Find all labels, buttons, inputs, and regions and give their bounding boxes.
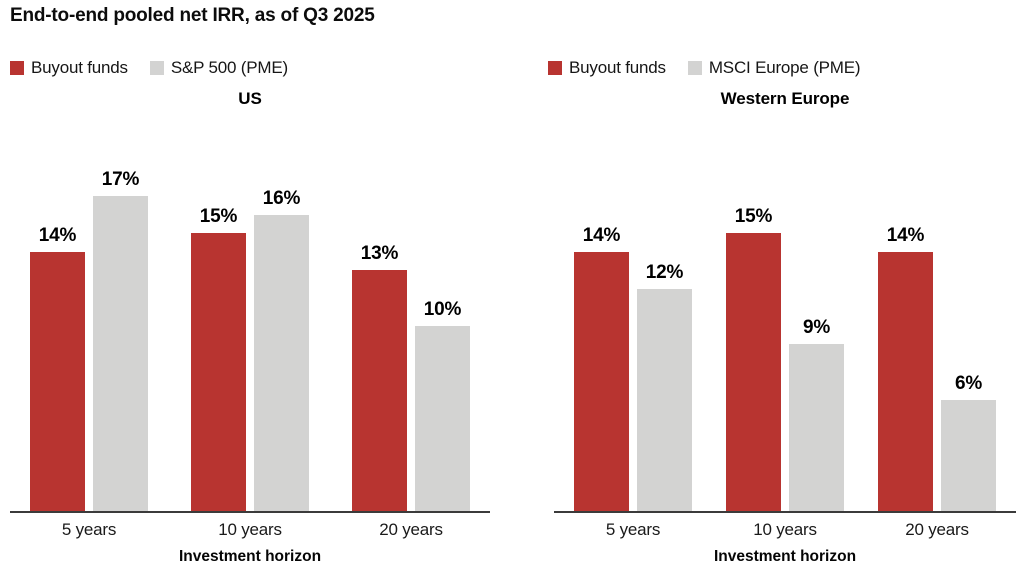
bar-buyout-funds (878, 252, 933, 511)
bar-buyout-funds (191, 233, 246, 511)
bar-pme-benchmark (254, 215, 309, 511)
figure-title: End-to-end pooled net IRR, as of Q3 2025 (10, 5, 375, 26)
chart-panel-us: Buyout funds S&P 500 (PME) US 14% 17% 15% 16… (10, 57, 514, 566)
bar-value-label: 14% (582, 225, 621, 246)
bar-buyout-funds (30, 252, 85, 511)
bar-with-label: 9% (789, 317, 844, 511)
bar-value-label: 15% (199, 206, 238, 227)
legend-item: Buyout funds (548, 58, 666, 78)
bar-group: 15% 9% (726, 206, 844, 511)
bar-value-label: 12% (645, 262, 684, 283)
bar-pme-benchmark (93, 196, 148, 511)
legend-label: Buyout funds (569, 58, 666, 77)
chart-panel-western-europe: Buyout funds MSCI Europe (PME) Western Eu… (514, 57, 1018, 566)
bar-value-label: 6% (954, 373, 983, 394)
bar-with-label: 15% (191, 206, 246, 511)
bar-value-label: 10% (423, 299, 462, 320)
bar-with-label: 12% (637, 262, 692, 511)
bar-with-label: 14% (878, 225, 933, 511)
x-axis-ticks: 5 years 10 years 20 years (10, 520, 490, 540)
x-tick-label: 20 years (905, 520, 969, 539)
bar-value-label: 17% (101, 169, 140, 190)
x-tick-label: 10 years (218, 520, 282, 539)
legend-item: MSCI Europe (PME) (687, 58, 861, 78)
bar-with-label: 6% (941, 373, 996, 511)
chart-subtitle-us: US (238, 89, 262, 108)
x-axis-ticks: 5 years 10 years 20 years (554, 520, 1016, 540)
bar-value-label: 15% (734, 206, 773, 227)
legend-swatch-icon (687, 61, 702, 75)
legend-label: Buyout funds (31, 58, 128, 77)
bar-pme-benchmark (789, 344, 844, 511)
plot-area: 14% 17% 15% 16% 13% 10% (10, 111, 490, 513)
bar-with-label: 10% (415, 299, 470, 511)
bar-value-label: 9% (802, 317, 831, 338)
bar-group: 13% 10% (352, 243, 470, 511)
legend-label: S&P 500 (PME) (170, 58, 288, 77)
bar-value-label: 14% (38, 225, 77, 246)
x-tick-label: 5 years (605, 520, 661, 539)
x-tick-label: 20 years (379, 520, 443, 539)
bar-pme-benchmark (941, 400, 996, 511)
x-axis-label: Investment horizon (713, 548, 857, 565)
legend-swatch-icon (149, 61, 164, 75)
legend-swatch-icon (548, 61, 562, 75)
legend-swatch-icon (10, 61, 24, 75)
legend-label: MSCI Europe (PME) (708, 58, 861, 77)
bar-with-label: 17% (93, 169, 148, 511)
plot-area: 14% 12% 15% 9% 14% 6% (554, 111, 1016, 513)
x-axis-label: Investment horizon (178, 548, 322, 565)
bar-buyout-funds (726, 233, 781, 511)
legend: Buyout funds S&P 500 (PME) (10, 57, 514, 79)
x-tick-label: 5 years (61, 520, 117, 539)
bar-value-label: 14% (886, 225, 925, 246)
bar-pme-benchmark (637, 289, 692, 511)
bar-group: 14% 17% (30, 169, 148, 511)
bar-with-label: 16% (254, 188, 309, 511)
legend: Buyout funds MSCI Europe (PME) (548, 57, 1018, 79)
bar-with-label: 14% (30, 225, 85, 511)
bar-group: 14% 12% (574, 225, 692, 511)
bar-buyout-funds (352, 270, 407, 511)
bar-with-label: 13% (352, 243, 407, 511)
chart-subtitle-western-europe: Western Europe (720, 89, 850, 108)
x-tick-label: 10 years (753, 520, 817, 539)
bar-group: 14% 6% (878, 225, 996, 511)
bar-pme-benchmark (415, 326, 470, 511)
legend-item: S&P 500 (PME) (149, 58, 288, 78)
bar-value-label: 13% (360, 243, 399, 264)
bar-group: 15% 16% (191, 188, 309, 511)
charts-row: Buyout funds S&P 500 (PME) US 14% 17% 15% 16… (10, 57, 1018, 566)
bar-with-label: 15% (726, 206, 781, 511)
bar-value-label: 16% (262, 188, 301, 209)
bar-with-label: 14% (574, 225, 629, 511)
legend-item: Buyout funds (10, 58, 128, 78)
bar-buyout-funds (574, 252, 629, 511)
